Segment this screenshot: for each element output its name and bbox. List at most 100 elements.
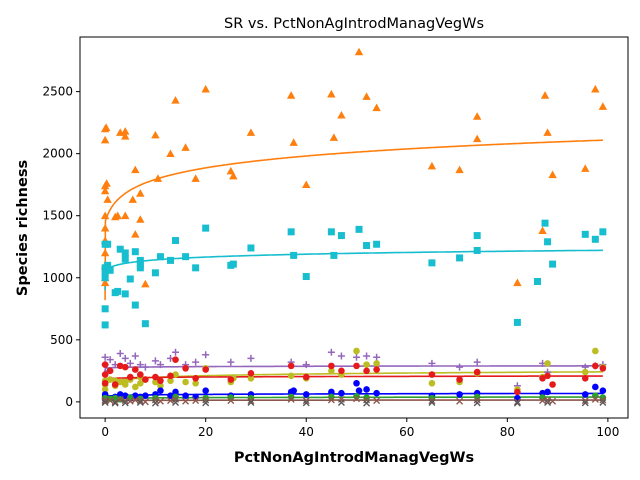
data-point-s4-30 <box>353 347 360 355</box>
data-point-s3-17 <box>192 358 200 366</box>
data-point-s6-15 <box>172 388 179 396</box>
data-point-s2-8 <box>104 261 112 269</box>
data-point-s6-16 <box>182 392 189 399</box>
data-point-s2-48 <box>541 219 549 227</box>
data-point-s1-31 <box>181 143 190 151</box>
data-point-s6-29 <box>373 389 380 397</box>
data-point-s1-32 <box>191 174 200 182</box>
data-point-s8-9 <box>136 397 144 405</box>
data-point-s5-18 <box>202 366 209 373</box>
y-axis-label: Species richness <box>15 160 31 296</box>
data-point-s1-55 <box>581 164 590 172</box>
data-point-s3-9 <box>131 352 139 360</box>
data-point-s6-18 <box>202 387 209 394</box>
data-point-s5-31 <box>514 388 521 396</box>
data-point-s5-6 <box>116 362 124 370</box>
data-point-s5-1 <box>101 361 109 368</box>
data-point-s5-17 <box>192 374 199 382</box>
data-point-s5-25 <box>353 362 360 370</box>
data-point-s5-16 <box>182 365 189 372</box>
data-point-s3-20 <box>247 354 255 362</box>
data-point-s8-33 <box>549 397 557 405</box>
data-point-s3-26 <box>363 352 371 360</box>
data-point-s1-18 <box>121 127 130 135</box>
data-point-s5-21 <box>287 362 295 370</box>
data-point-s1-28 <box>153 174 163 182</box>
data-point-s1-11 <box>100 248 110 257</box>
data-point-s5-35 <box>581 374 589 382</box>
data-point-s1-41 <box>329 133 339 141</box>
data-point-s2-19 <box>136 256 144 264</box>
data-point-s1-51 <box>538 226 547 234</box>
data-point-s5-22 <box>302 373 310 381</box>
data-point-s5-5 <box>111 381 119 388</box>
data-point-s9-16 <box>581 399 589 407</box>
data-point-s2-18 <box>131 301 139 309</box>
data-point-s2-16 <box>126 275 134 283</box>
data-point-s2-40 <box>363 241 371 249</box>
data-point-s4-20 <box>182 378 189 386</box>
data-point-s1-50 <box>513 278 522 287</box>
fit-line-5 <box>104 375 603 383</box>
data-point-s4-19 <box>172 371 179 378</box>
data-point-s5-23 <box>328 362 335 370</box>
data-point-s5-29 <box>456 376 463 383</box>
data-point-s1-22 <box>131 165 140 174</box>
data-point-s5-15 <box>172 356 179 363</box>
data-point-s6-23 <box>302 391 310 398</box>
data-point-s7-7 <box>152 394 159 402</box>
data-point-s8-26 <box>373 397 381 405</box>
data-point-s9-12 <box>428 399 436 406</box>
data-point-s4-31 <box>363 361 370 368</box>
data-point-s3-27 <box>373 353 381 361</box>
data-point-s8-15 <box>182 397 190 405</box>
x-tick-label-0: 0 <box>101 425 109 439</box>
data-point-s1-52 <box>540 91 550 99</box>
data-point-s5-20 <box>247 370 255 377</box>
data-point-s1-48 <box>472 112 482 120</box>
data-point-s3-18 <box>202 351 210 359</box>
data-point-s5-30 <box>473 368 481 376</box>
data-point-s9-10 <box>337 399 345 406</box>
data-point-s8-3 <box>106 397 114 405</box>
data-point-s1-5 <box>100 186 110 195</box>
data-point-s8-30 <box>513 398 521 406</box>
data-point-s3-22 <box>302 361 310 369</box>
data-point-s1-27 <box>151 130 160 139</box>
data-point-s9-2 <box>111 399 119 407</box>
data-point-s9-9 <box>302 399 310 407</box>
data-point-s5-19 <box>227 376 235 383</box>
data-point-s2-25 <box>166 256 174 264</box>
data-point-s1-46 <box>427 161 437 170</box>
data-point-s1-56 <box>591 84 600 93</box>
data-point-s4-26 <box>287 372 295 380</box>
data-point-s3-19 <box>227 358 235 366</box>
data-point-s9-8 <box>247 399 255 406</box>
data-point-s1-47 <box>455 165 464 174</box>
data-point-s3-1 <box>101 353 109 361</box>
data-point-s2-41 <box>373 240 381 248</box>
data-point-s1-40 <box>327 89 336 98</box>
data-point-s4-38 <box>544 360 551 367</box>
y-tick-label-2500: 2500 <box>42 85 73 99</box>
data-point-s5-11 <box>142 376 149 383</box>
data-point-s1-53 <box>543 128 552 136</box>
data-point-s3-30 <box>473 358 481 366</box>
data-point-s8-32 <box>544 396 552 404</box>
data-point-s3-8 <box>126 359 134 367</box>
data-point-s5-36 <box>592 362 599 370</box>
data-point-s3-15 <box>172 348 180 356</box>
data-point-s8-28 <box>456 397 464 405</box>
data-point-s2-28 <box>192 264 200 272</box>
data-point-s5-13 <box>157 377 164 385</box>
y-tick-label-500: 500 <box>50 333 73 347</box>
data-point-s8-34 <box>581 397 589 405</box>
data-point-s1-39 <box>302 180 311 189</box>
data-point-s8-21 <box>302 397 310 405</box>
data-point-s2-33 <box>287 228 295 236</box>
data-point-s8-19 <box>247 397 255 405</box>
y-tick-label-1500: 1500 <box>42 209 73 223</box>
data-point-s4-12 <box>132 383 139 391</box>
data-point-s4-17 <box>157 382 164 390</box>
